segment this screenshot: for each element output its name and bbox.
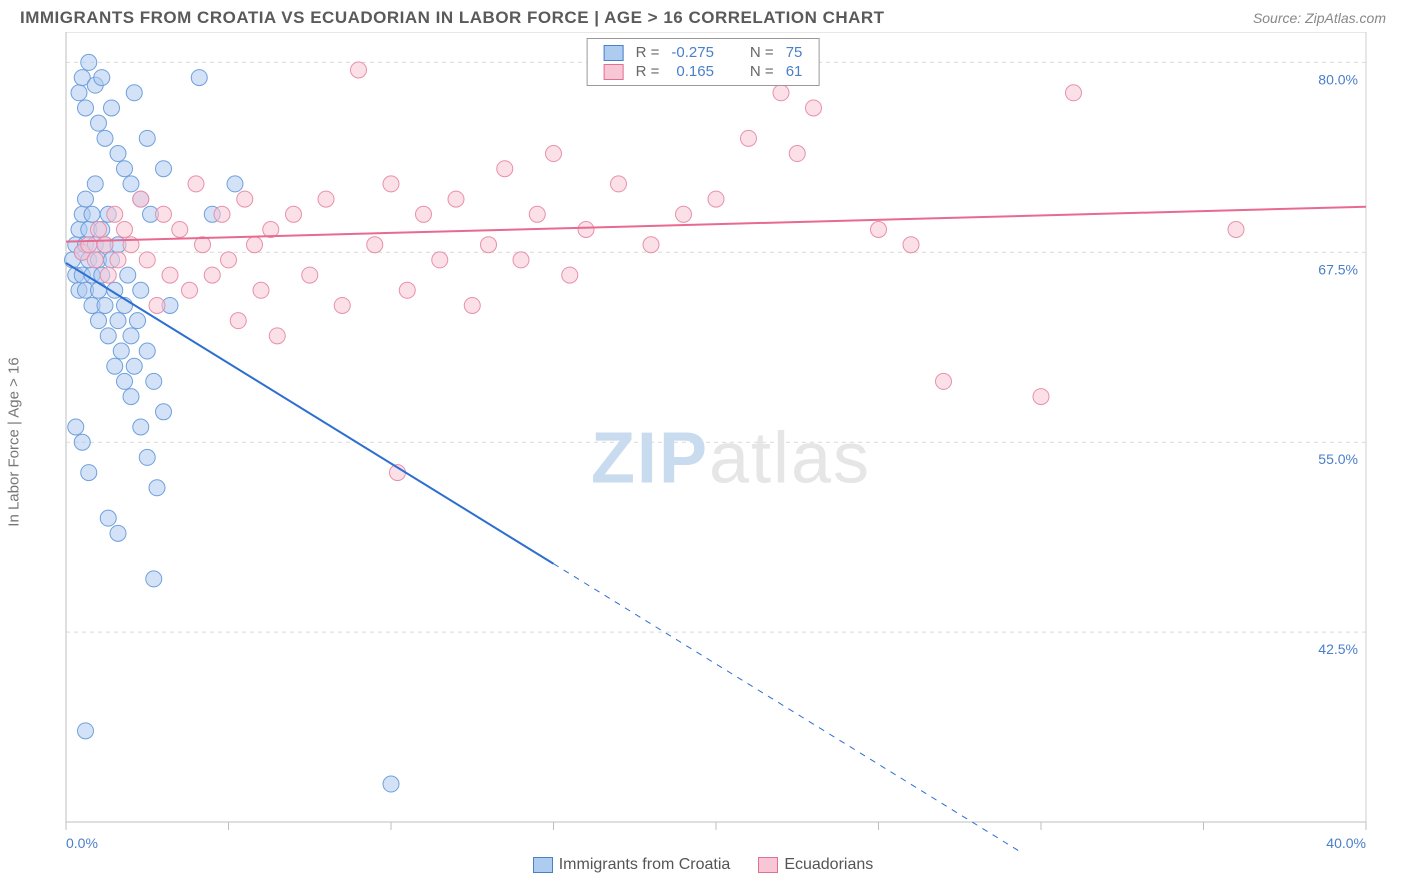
svg-text:67.5%: 67.5% [1318, 261, 1358, 277]
series-legend: Immigrants from Croatia Ecuadorians [0, 852, 1406, 874]
svg-text:55.0%: 55.0% [1318, 451, 1358, 467]
chart-title: IMMIGRANTS FROM CROATIA VS ECUADORIAN IN… [20, 8, 885, 28]
legend-item: Immigrants from Croatia [533, 856, 731, 873]
chart-container: In Labor Force | Age > 16 42.5%55.0%67.5… [20, 32, 1386, 852]
svg-text:40.0%: 40.0% [1326, 835, 1366, 851]
svg-text:0.0%: 0.0% [66, 835, 98, 851]
correlation-legend: R =-0.275N =75R =0.165N =61 [587, 38, 820, 86]
legend-item: Ecuadorians [758, 856, 873, 873]
correlation-chart: 42.5% 55.0% 67.5% 80.0% 0.0% 40.0% [20, 32, 1386, 852]
y-axis-label: In Labor Force | Age > 16 [6, 357, 23, 526]
svg-text:42.5%: 42.5% [1318, 641, 1358, 657]
svg-text:80.0%: 80.0% [1318, 71, 1358, 87]
source-label: Source: ZipAtlas.com [1253, 10, 1386, 26]
